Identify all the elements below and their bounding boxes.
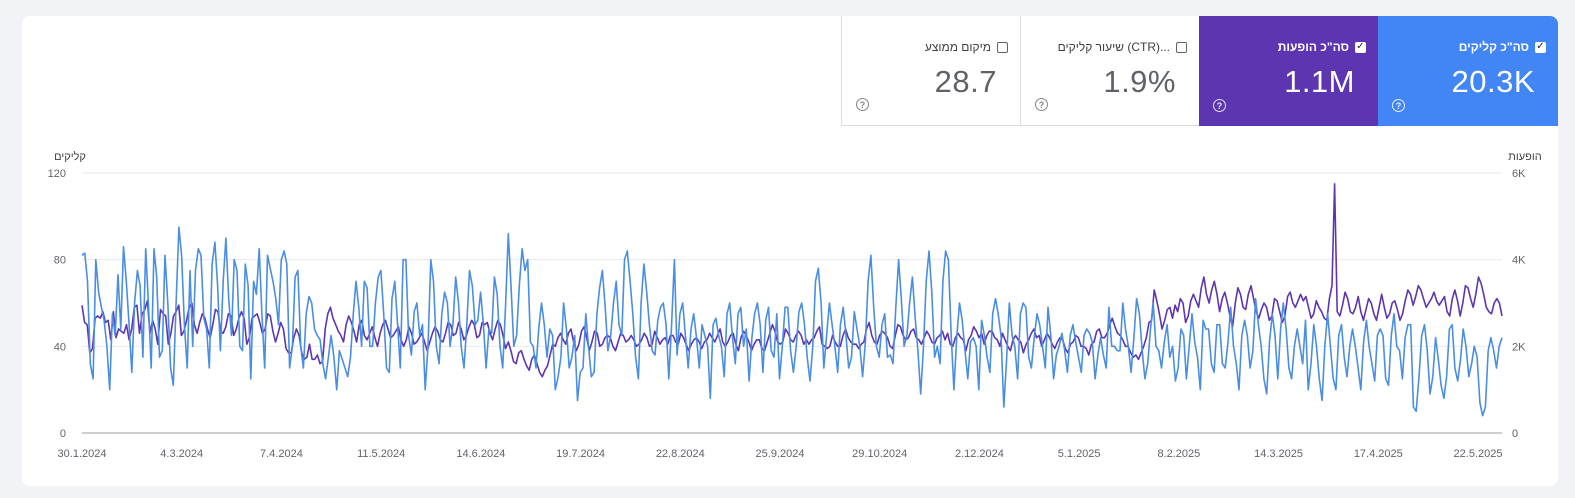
left-axis-ticks: 0 40 80 120	[48, 168, 66, 440]
x-axis-tick-label: 11.5.2024	[357, 448, 405, 460]
x-axis-tick-label: 29.10.2024	[852, 448, 907, 460]
metric-label: סה"כ הופעות	[1277, 40, 1349, 54]
right-axis-ticks: 0 2K 4K 6K	[1512, 168, 1526, 440]
metric-value: 20.3K	[1451, 64, 1535, 99]
left-axis-tick-label: 40	[54, 341, 66, 353]
checkbox-checked-icon[interactable]: ✓	[1535, 41, 1546, 53]
left-axis-tick-label: 0	[60, 428, 66, 440]
x-axis-tick-label: 25.9.2024	[756, 448, 805, 460]
right-axis-tick-label: 4K	[1512, 255, 1526, 267]
series-line-impressions	[81, 183, 1503, 378]
help-circle-icon[interactable]: ?	[1035, 98, 1048, 111]
x-axis-tick-label: 14.6.2024	[456, 448, 505, 460]
right-axis-tick-label: 6K	[1512, 168, 1526, 180]
right-axis-title: הופעות	[1508, 151, 1541, 163]
x-axis-tick-label: 4.3.2024	[160, 448, 203, 460]
metric-tile-ctr[interactable]: שיעור קליקים (CTR)... 1.9% ?	[1020, 16, 1199, 126]
left-axis-tick-label: 120	[48, 168, 66, 180]
performance-chart[interactable]: קליקים הופעות 0 40 80 120 0 2K 4K 6K 30.1.2024…	[22, 16, 1558, 486]
metric-tile-average-position[interactable]: מיקום ממוצע 28.7 ?	[841, 16, 1020, 126]
x-axis-ticks: 30.1.2024 4.3.2024 7.4.2024 11.5.2024 14.6.2…	[58, 448, 1503, 460]
help-circle-icon[interactable]: ?	[1392, 99, 1405, 112]
checkbox-unchecked-icon[interactable]	[997, 41, 1008, 53]
x-axis-tick-label: 7.4.2024	[260, 448, 303, 460]
metric-tile-total-clicks[interactable]: ✓ סה"כ קליקים 20.3K ?	[1378, 16, 1558, 126]
x-axis-tick-label: 8.2.2025	[1157, 448, 1200, 460]
left-axis-tick-label: 80	[54, 255, 66, 267]
x-axis-tick-label: 22.8.2024	[656, 448, 705, 460]
x-axis-tick-label: 5.1.2025	[1058, 448, 1101, 460]
right-axis-tick-label: 2K	[1512, 341, 1526, 353]
metric-header: ✓ סה"כ קליקים	[1459, 40, 1546, 54]
performance-card: ✓ סה"כ קליקים 20.3K ? ✓ סה"כ הופעות 1.1M…	[22, 16, 1558, 486]
metric-value: 28.7	[934, 64, 997, 99]
x-axis-tick-label: 19.7.2024	[556, 448, 605, 460]
checkbox-checked-icon[interactable]: ✓	[1355, 41, 1366, 53]
x-axis-tick-label: 17.4.2025	[1354, 448, 1403, 460]
metric-tiles: ✓ סה"כ קליקים 20.3K ? ✓ סה"כ הופעות 1.1M…	[841, 16, 1558, 126]
metric-label: סה"כ קליקים	[1458, 40, 1529, 54]
x-axis-tick-label: 14.3.2025	[1254, 448, 1303, 460]
metric-value: 1.1M	[1284, 64, 1355, 99]
help-circle-icon[interactable]: ?	[856, 98, 869, 111]
x-axis-tick-label: 22.5.2025	[1454, 448, 1503, 460]
series-line-clicks	[81, 226, 1503, 417]
x-axis-tick-label: 30.1.2024	[58, 448, 107, 460]
metric-header: מיקום ממוצע	[925, 40, 1008, 54]
right-axis-tick-label: 0	[1512, 428, 1518, 440]
metric-tile-total-impressions[interactable]: ✓ סה"כ הופעות 1.1M ?	[1199, 16, 1378, 126]
x-axis-tick-label: 2.12.2024	[955, 448, 1004, 460]
metric-header: ✓ סה"כ הופעות	[1278, 40, 1366, 54]
checkbox-unchecked-icon[interactable]	[1176, 41, 1187, 53]
metric-label: שיעור קליקים (CTR)...	[1057, 40, 1170, 54]
left-axis-title: קליקים	[54, 150, 86, 163]
metric-header: שיעור קליקים (CTR)...	[1058, 40, 1187, 54]
metric-value: 1.9%	[1103, 64, 1176, 99]
help-circle-icon[interactable]: ?	[1213, 99, 1226, 112]
chart-series	[81, 183, 1503, 417]
metric-label: מיקום ממוצע	[924, 40, 991, 54]
chart-gridlines	[82, 172, 1502, 434]
